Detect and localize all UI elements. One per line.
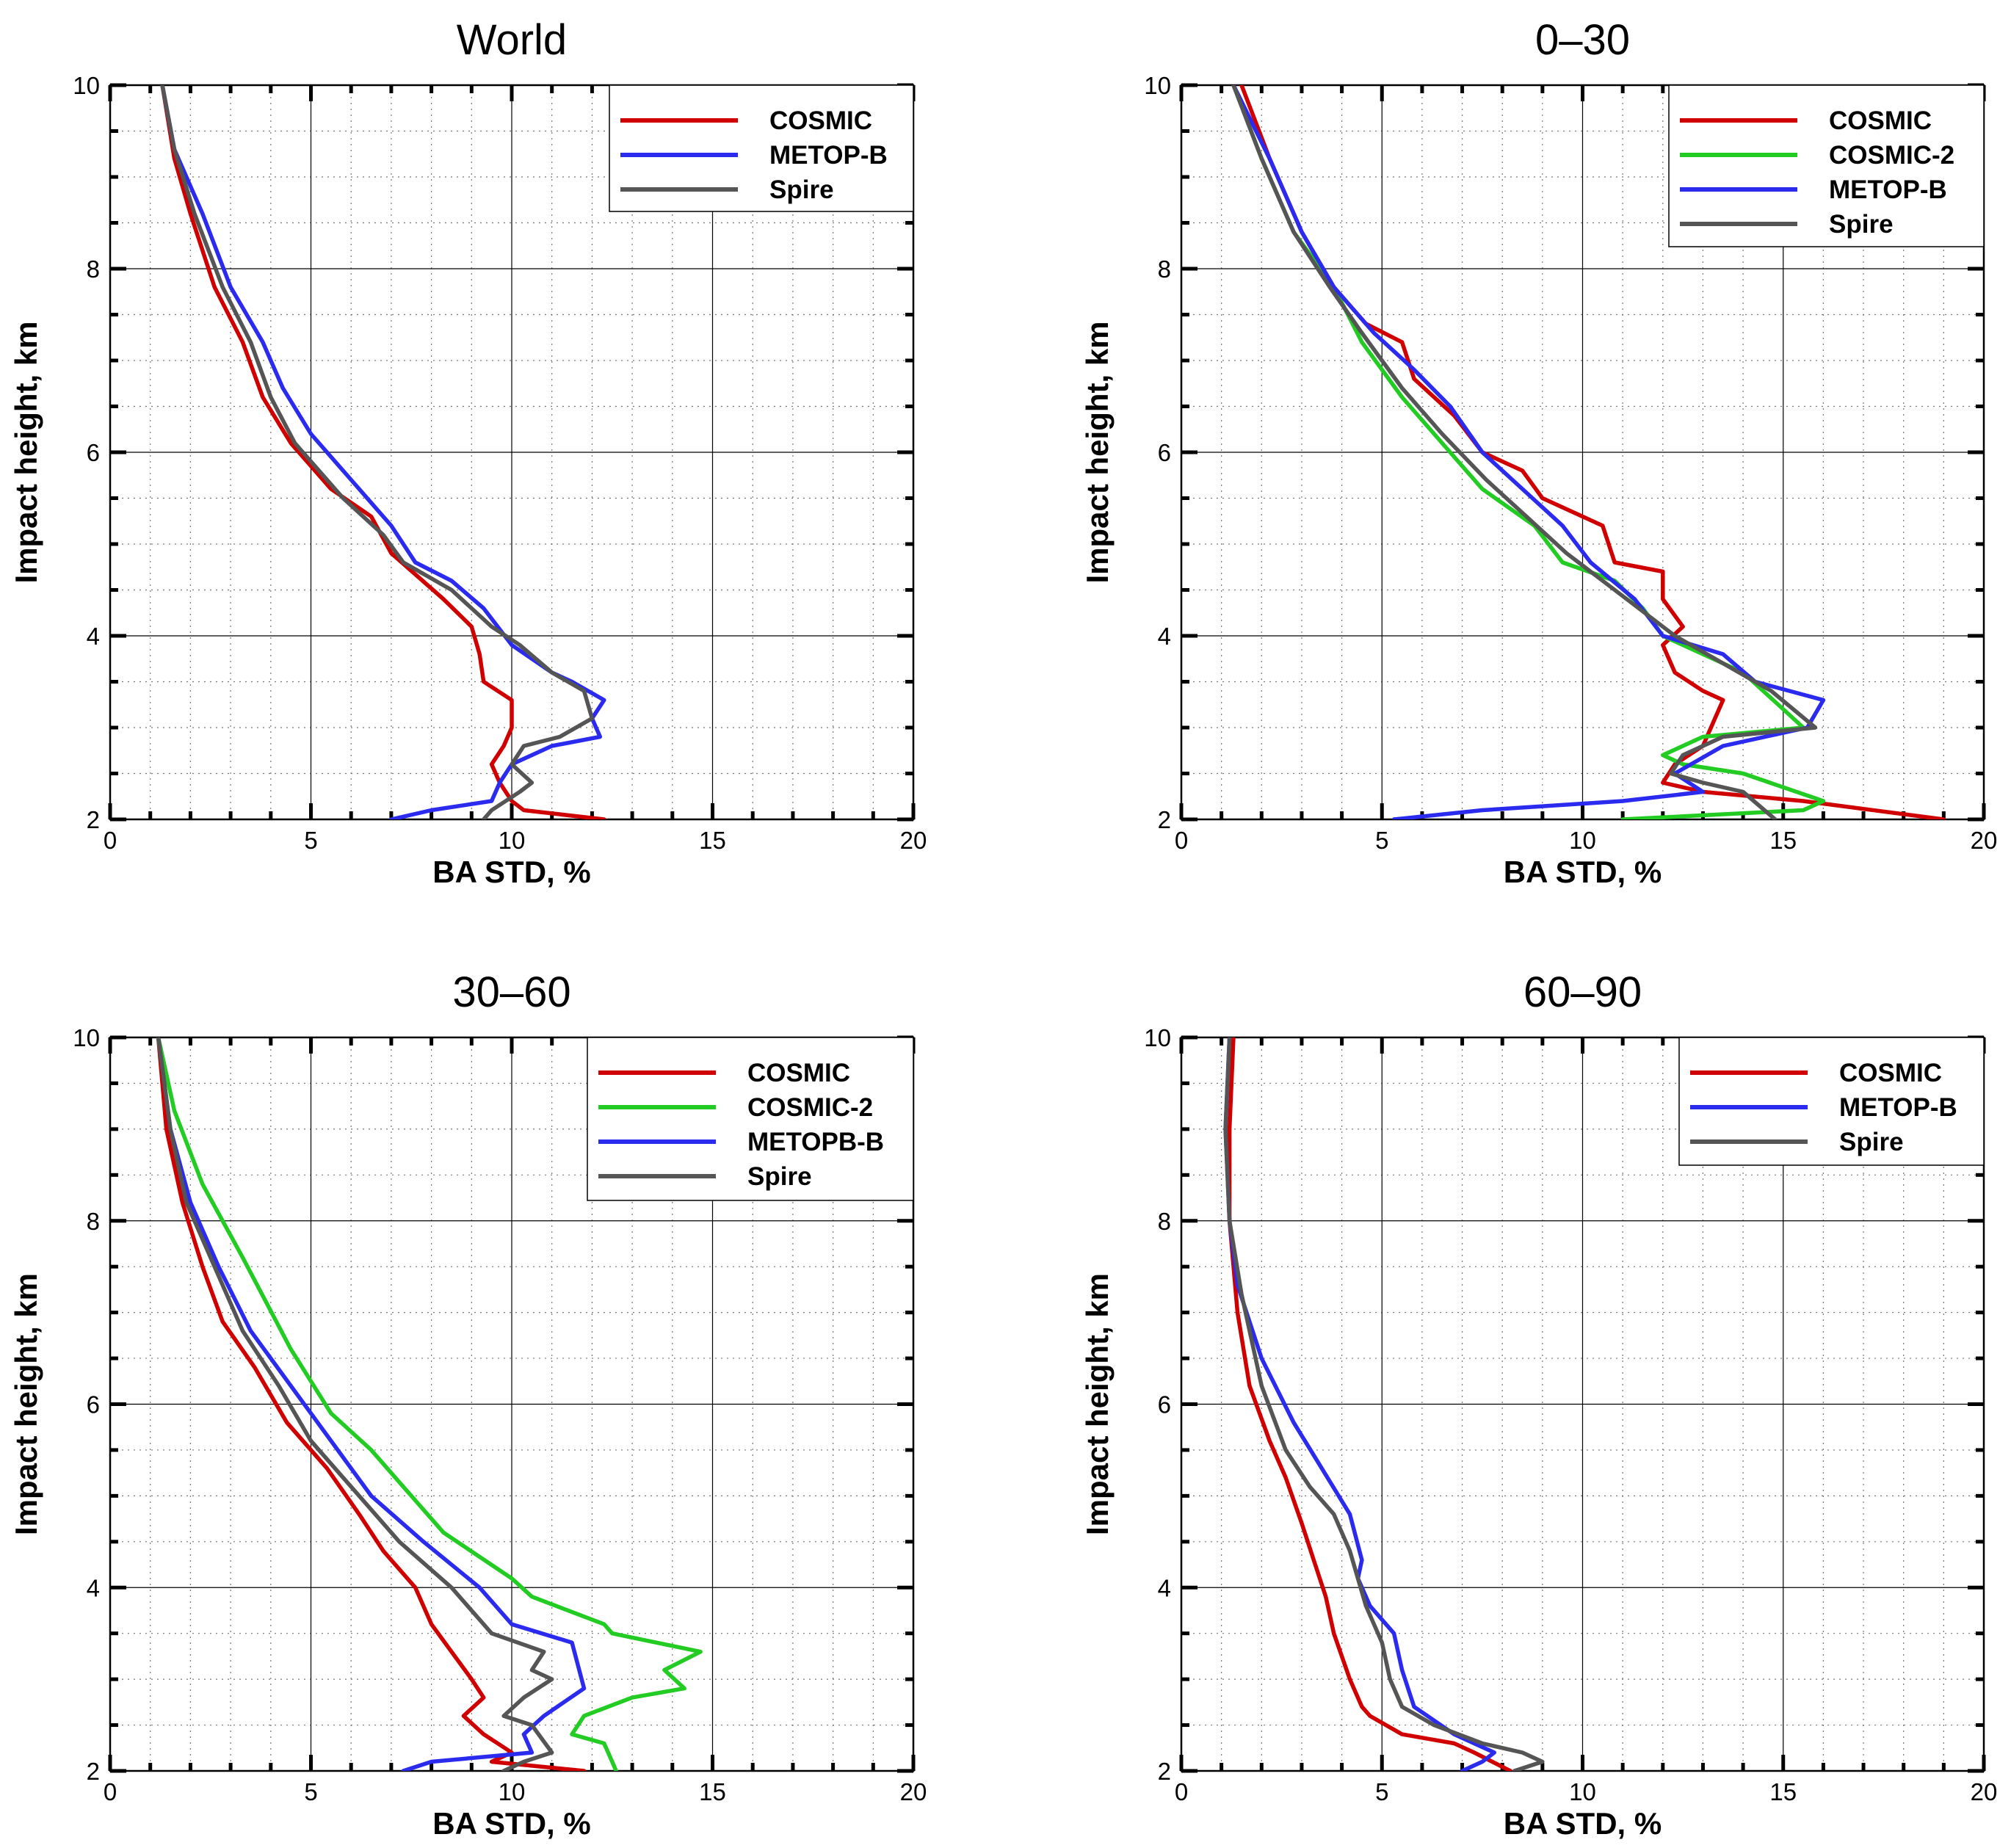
chart-panel-60-90: 0 5 10 15 20 2 4 6 8 10 60–90 BA STD, % Impact heigh…	[1080, 968, 1997, 1841]
y-tick-label: 10	[1144, 1024, 1171, 1051]
x-tick-label: 15	[699, 1778, 726, 1805]
y-tick-label: 2	[1158, 1758, 1171, 1785]
series-line-cosmic	[160, 85, 606, 819]
y-tick-label: 4	[87, 1574, 100, 1601]
legend: COSMIC COSMIC-2 METOPB-B Spire	[587, 1037, 914, 1201]
legend: COSMIC METOP-B Spire	[1678, 1037, 1985, 1166]
series-line-spire	[1223, 1037, 1545, 1771]
x-tick-label: 5	[1375, 827, 1388, 854]
legend: COSMIC METOP-B Spire	[609, 84, 914, 212]
y-tick-label: 8	[87, 1208, 100, 1235]
x-tick-label: 15	[1769, 827, 1797, 854]
x-tick-label: 10	[499, 827, 526, 854]
x-tick-label: 20	[1971, 827, 1998, 854]
y-tick-label: 2	[87, 1758, 100, 1785]
legend-label-metop-b: METOP-B	[769, 141, 888, 170]
y-tick-label: 10	[73, 1024, 100, 1051]
y-tick-label: 6	[1158, 439, 1171, 466]
chart-title: 30–60	[452, 968, 570, 1016]
y-tick-label: 8	[87, 256, 100, 283]
y-tick-label: 4	[1158, 623, 1171, 650]
y-tick-label: 10	[1144, 72, 1171, 99]
x-tick-label: 20	[900, 827, 927, 854]
legend-label-cosmic-2: COSMIC-2	[747, 1093, 873, 1122]
x-tick-label: 10	[1569, 827, 1596, 854]
y-tick-label: 4	[1158, 1574, 1171, 1601]
y-tick-label: 2	[87, 806, 100, 833]
x-tick-label: 5	[304, 1778, 317, 1805]
x-tick-label: 20	[900, 1778, 927, 1805]
x-tick-label: 0	[104, 1778, 117, 1805]
series-line-metop-b	[160, 85, 606, 819]
legend-label-metop-b: METOP-B	[1839, 1093, 1957, 1122]
series-line-cosmic	[156, 1037, 587, 1771]
series-line-cosmic	[1227, 1037, 1512, 1771]
legend-label-cosmic: COSMIC	[747, 1059, 850, 1087]
x-tick-label: 10	[499, 1778, 526, 1805]
series-line-cosmic-2	[156, 1037, 703, 1771]
legend-label-metop-b: METOP-B	[1829, 175, 1947, 204]
chart-panel-0-30: 0 5 10 15 20 2 4 6 8 10 0–30 BA STD, % Impact height…	[1080, 16, 1997, 889]
legend-label-spire: Spire	[1839, 1128, 1904, 1156]
x-tick-label: 5	[1375, 1778, 1388, 1805]
series-line-cosmic	[1239, 85, 1946, 819]
y-tick-label: 6	[1158, 1391, 1171, 1418]
x-axis-label: BA STD, %	[432, 855, 590, 889]
chart-panel-30-60: 0 5 10 15 20 2 4 6 8 10 30–60 BA STD, % Impact heigh…	[9, 968, 927, 1841]
y-tick-label: 4	[87, 623, 100, 650]
legend-box	[1668, 84, 1985, 247]
legend-label-cosmic: COSMIC	[1829, 106, 1932, 135]
x-tick-label: 0	[1175, 827, 1188, 854]
y-tick-label: 2	[1158, 806, 1171, 833]
x-tick-label: 10	[1569, 1778, 1596, 1805]
y-tick-label: 8	[1158, 1208, 1171, 1235]
legend-box	[587, 1037, 914, 1201]
legend-label-spire: Spire	[747, 1162, 812, 1191]
x-tick-label: 0	[104, 827, 117, 854]
series-line-spire	[160, 85, 595, 819]
y-axis-label: Impact height, km	[9, 1273, 43, 1535]
x-axis-label: BA STD, %	[1504, 1806, 1662, 1841]
legend-box	[609, 84, 914, 212]
x-tick-label: 0	[1175, 1778, 1188, 1805]
y-tick-label: 8	[1158, 256, 1171, 283]
series-line-spire	[156, 1037, 554, 1771]
series-line-metop-b	[1231, 85, 1826, 819]
legend-label-cosmic-2: COSMIC-2	[1829, 141, 1954, 170]
chart-title: 60–90	[1523, 968, 1642, 1016]
series-line-metopb-b	[156, 1037, 587, 1771]
x-tick-label: 15	[1769, 1778, 1797, 1805]
legend-label-cosmic: COSMIC	[1839, 1059, 1942, 1087]
y-axis-label: Impact height, km	[1080, 321, 1115, 583]
y-axis-label: Impact height, km	[1080, 1273, 1115, 1535]
x-tick-label: 20	[1971, 1778, 1998, 1805]
legend-label-cosmic: COSMIC	[769, 106, 872, 135]
y-axis-label: Impact height, km	[9, 321, 43, 583]
x-tick-label: 15	[699, 827, 726, 854]
y-tick-label: 10	[73, 72, 100, 99]
legend-label-spire: Spire	[1829, 210, 1894, 239]
legend-label-spire: Spire	[769, 175, 834, 204]
x-tick-label: 5	[304, 827, 317, 854]
x-axis-label: BA STD, %	[432, 1806, 590, 1841]
legend: COSMIC COSMIC-2 METOP-B Spire	[1668, 84, 1985, 247]
y-tick-label: 6	[87, 1391, 100, 1418]
series-line-spire	[1231, 85, 1818, 819]
chart-title: World	[457, 16, 567, 64]
chart-title: 0–30	[1535, 16, 1630, 64]
y-tick-label: 6	[87, 439, 100, 466]
legend-label-metopb-b: METOPB-B	[747, 1128, 884, 1156]
chart-panel-world: 0 5 10 15 20 2 4 6 8 10 World BA STD, % Impact heigh…	[9, 16, 927, 889]
x-axis-label: BA STD, %	[1504, 855, 1662, 889]
